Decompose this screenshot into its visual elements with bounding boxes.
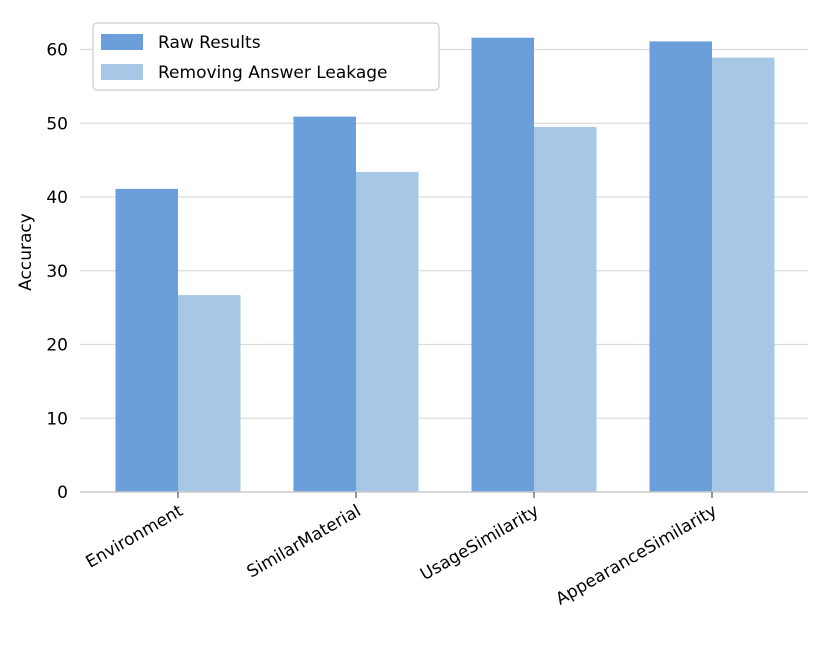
bar-removing-answer-leakage-usagesimilarity [534,127,597,492]
legend: Raw Results Removing Answer Leakage [93,23,439,90]
x-tick-label-similarmaterial: SimilarMaterial [244,501,365,582]
y-tick-label-0: 0 [57,483,68,503]
y-tick-label-10: 10 [46,409,68,429]
bar-raw-results-usagesimilarity [472,38,535,492]
legend-label-raw-results: Raw Results [158,33,261,53]
legend-swatch-raw-results [101,34,143,50]
y-tick-label-40: 40 [46,188,68,208]
y-tick-label-20: 20 [46,336,68,356]
y-tick-label-50: 50 [46,114,68,134]
bar-raw-results-similarmaterial [294,117,357,492]
y-tick-labels: 0 10 20 30 40 50 60 [46,41,68,504]
bars [116,38,775,492]
x-tick-label-environment: Environment [82,501,186,573]
bar-raw-results-appearancesimilarity [650,41,713,492]
x-tick-label-usagesimilarity: UsageSimilarity [417,501,542,585]
legend-label-removing-answer-leakage: Removing Answer Leakage [158,63,388,83]
bar-removing-answer-leakage-appearancesimilarity [712,58,775,492]
bar-removing-answer-leakage-environment [178,295,241,492]
x-tick-labels: Environment SimilarMaterial UsageSimilarit… [82,492,720,610]
bar-raw-results-environment [116,189,179,492]
y-tick-label-60: 60 [46,41,68,61]
x-tick-label-appearancesimilarity: AppearanceSimilarity [552,501,720,610]
y-axis-label: Accuracy [16,213,36,291]
y-tick-label-30: 30 [46,262,68,282]
legend-swatch-removing-answer-leakage [101,64,143,80]
bar-removing-answer-leakage-similarmaterial [356,172,419,492]
